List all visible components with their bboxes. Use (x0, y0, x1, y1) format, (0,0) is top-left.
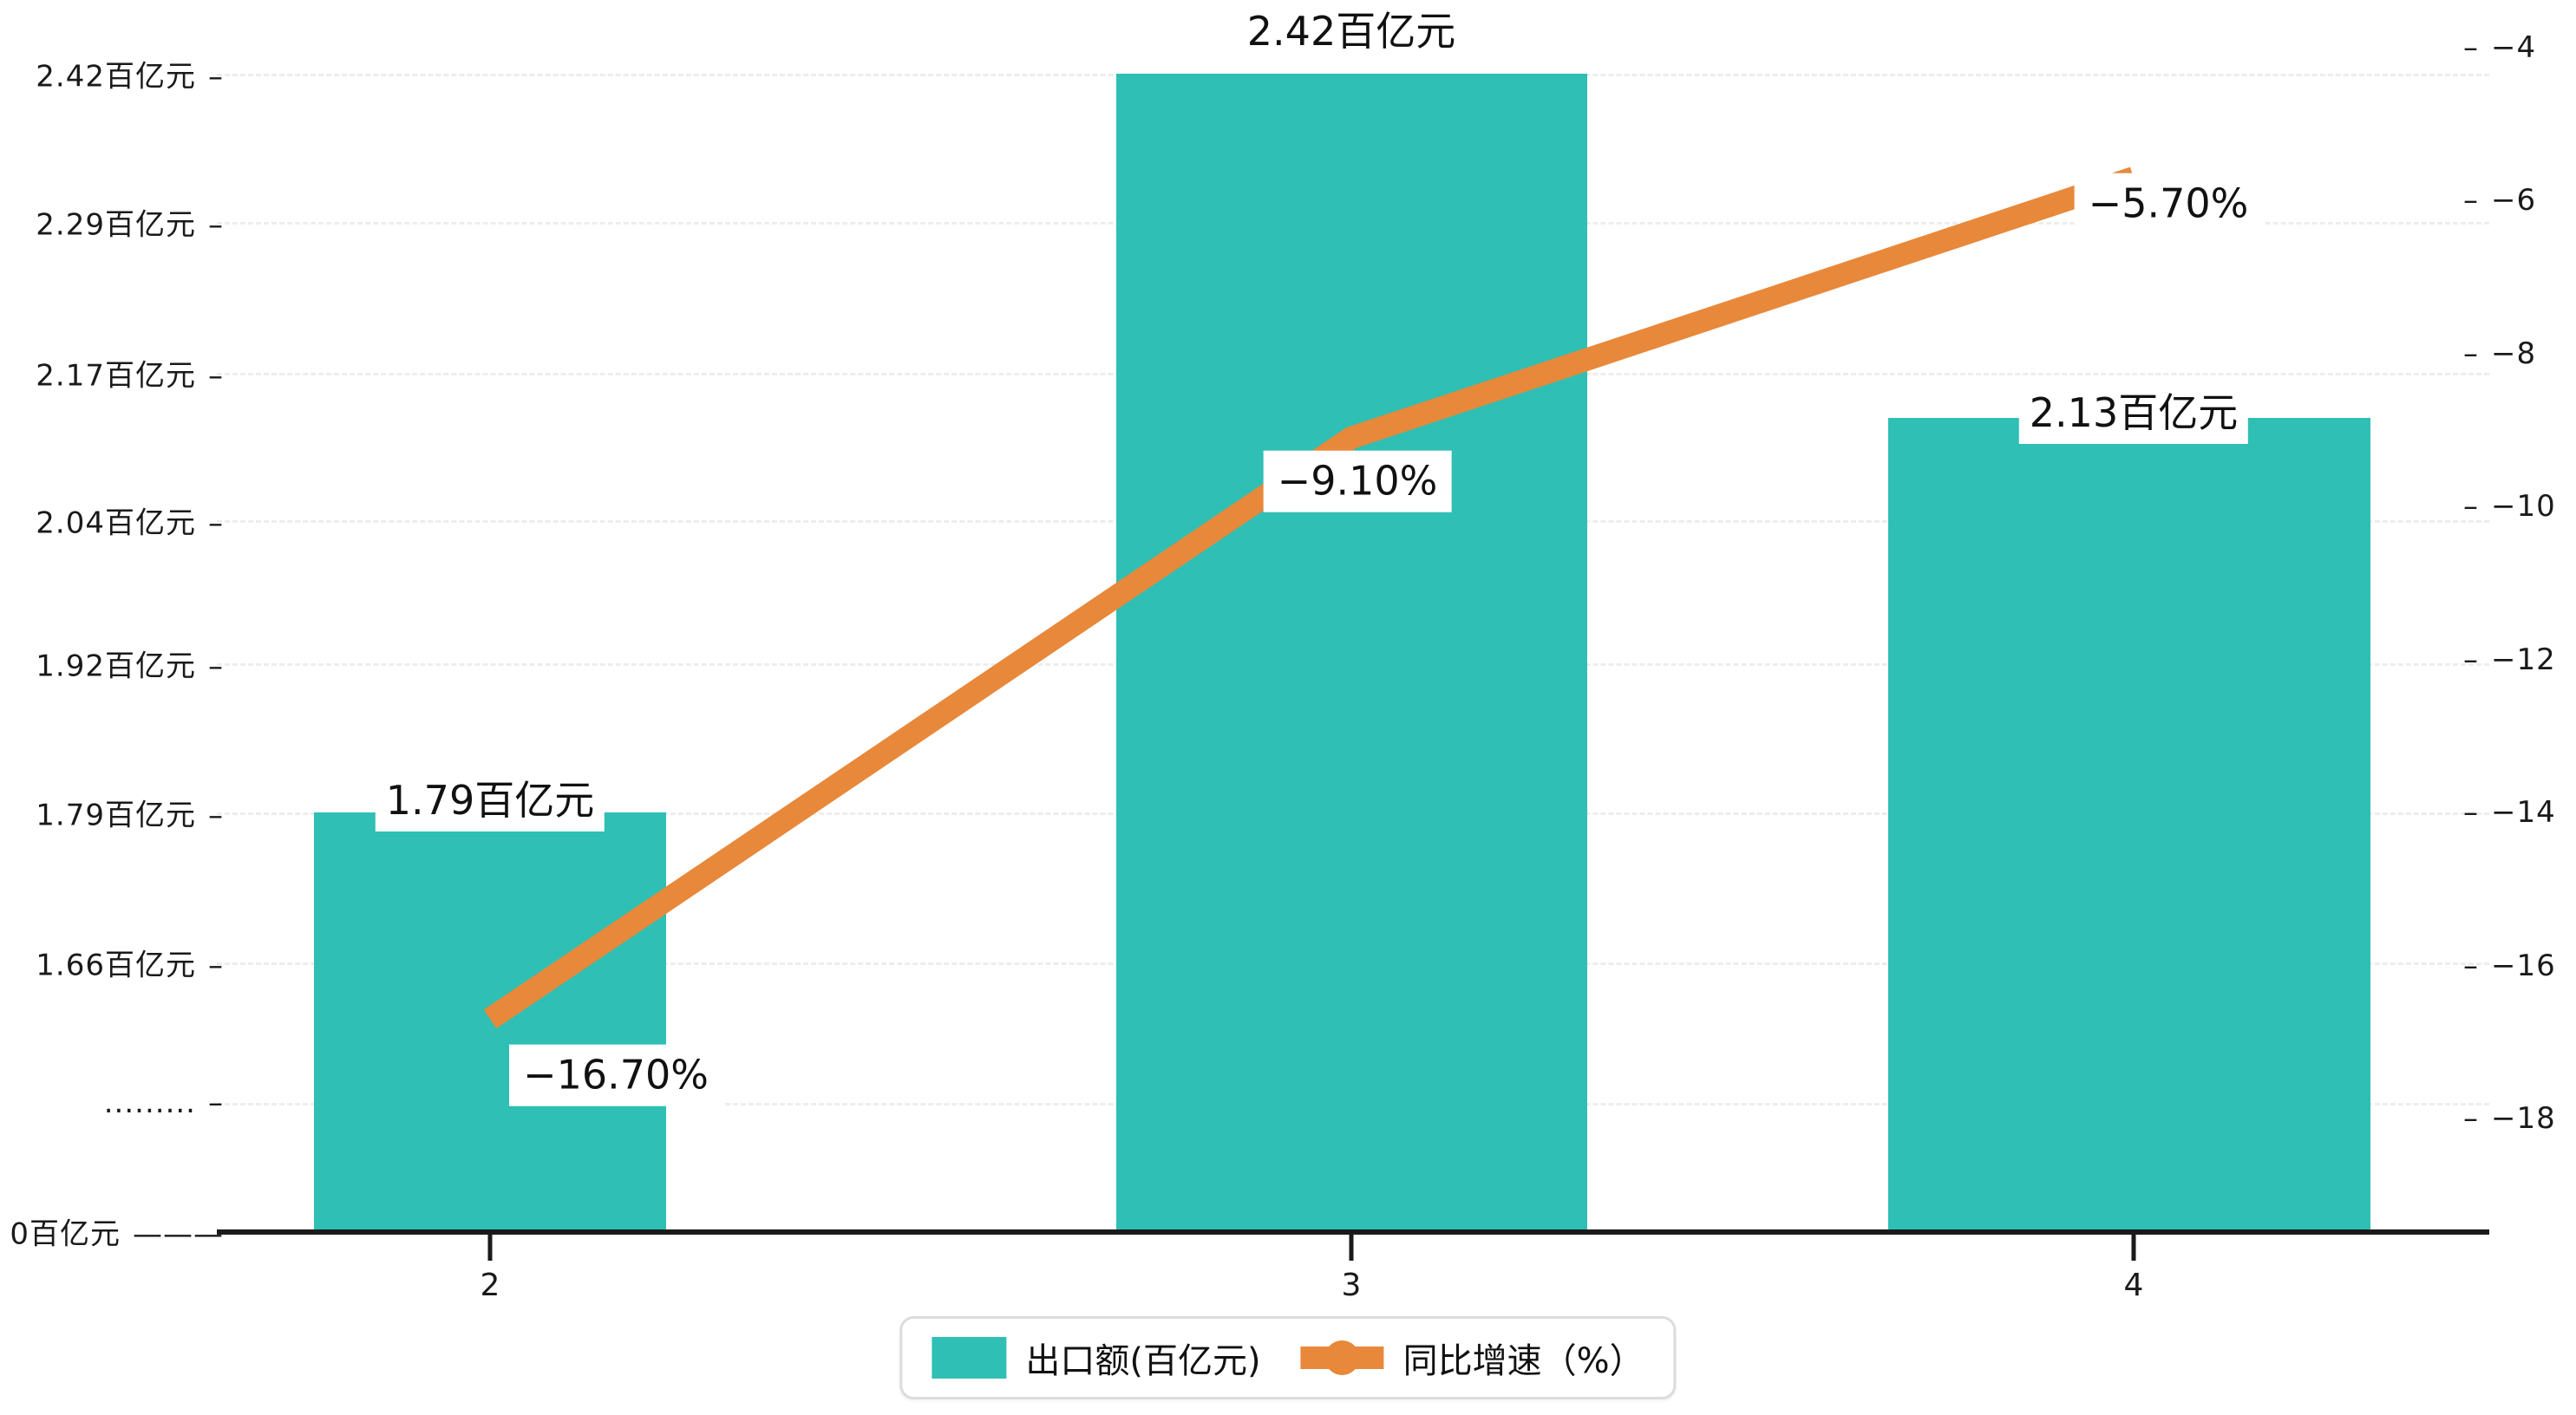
legend-label-line: 同比增速（%） (1402, 1341, 1644, 1381)
y-axis-left-tick: 2.17百亿元 – (36, 358, 224, 394)
line-value-label: −5.70% (2074, 173, 2263, 235)
y-axis-left-tick: ......... – (103, 1086, 224, 1120)
x-axis-tick-label: 3 (1341, 1268, 1362, 1303)
y-axis-right-tick: – −14 (2463, 795, 2556, 831)
y-axis-right-tick: – −10 (2463, 489, 2556, 525)
x-axis-tick-mark (1349, 1235, 1354, 1261)
y-axis-left-tick: 1.66百亿元 – (36, 948, 224, 983)
y-axis-left-tick: 1.92百亿元 – (36, 649, 224, 684)
legend-item-bar[interactable]: 出口额(百亿元) (932, 1333, 1261, 1383)
y-axis-left-tick: 0百亿元 ——— (10, 1216, 224, 1252)
y-axis-right-tick: – −8 (2463, 336, 2537, 371)
y-axis-right-tick: – −4 (2463, 30, 2537, 65)
y-axis-left-tick: 2.29百亿元 – (36, 207, 224, 243)
y-axis-right-tick: – −16 (2463, 948, 2556, 983)
bar-value-label: 1.79百亿元 (375, 776, 605, 831)
x-axis-tick-mark (487, 1235, 493, 1261)
y-axis-right-tick: – −18 (2463, 1101, 2556, 1136)
line-value-label: −16.70% (509, 1044, 722, 1106)
x-axis-tick-label: 2 (480, 1268, 500, 1303)
x-axis-line (217, 1229, 2489, 1235)
bar-value-label: 2.42百亿元 (1236, 7, 1467, 62)
legend-label-bar: 出口额(百亿元) (1025, 1341, 1261, 1381)
bar[interactable] (1888, 418, 2370, 1231)
y-axis-left-tick: 2.42百亿元 – (36, 59, 224, 95)
bar[interactable] (314, 812, 666, 1231)
legend-item-line[interactable]: 同比增速（%） (1300, 1333, 1644, 1383)
line-value-label: −9.10% (1263, 450, 1452, 512)
y-axis-left-tick: 2.04百亿元 – (36, 505, 224, 541)
y-axis-right-tick: – −6 (2463, 183, 2537, 218)
bar-value-label: 2.13百亿元 (2018, 388, 2249, 444)
y-axis-left-tick: 1.79百亿元 – (36, 798, 224, 833)
y-axis-right-tick: – −12 (2463, 642, 2556, 677)
x-axis-tick-mark (2131, 1235, 2136, 1261)
line-swatch-icon (1300, 1347, 1384, 1369)
chart-legend[interactable]: 出口额(百亿元) 同比增速（%） (899, 1316, 1677, 1399)
bar[interactable] (1116, 74, 1587, 1231)
bar-swatch-icon (932, 1337, 1007, 1379)
x-axis-tick-label: 4 (2123, 1268, 2144, 1303)
